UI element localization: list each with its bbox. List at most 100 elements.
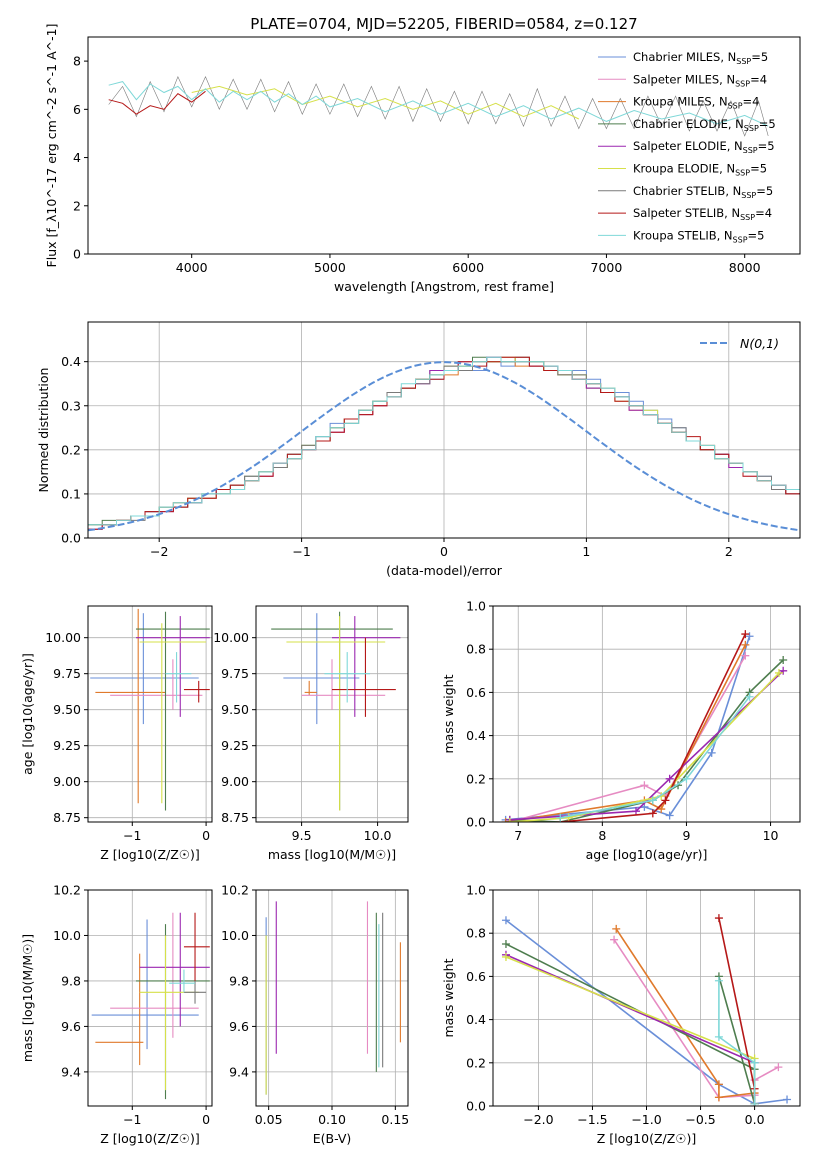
y-tick-label: 0.8 [466, 642, 486, 657]
data-point [714, 976, 723, 985]
legend-entry: Chabrier MILES, NSSP=5 [633, 50, 768, 66]
plot-area [88, 356, 800, 532]
y-tick-label: 0.2 [61, 442, 81, 457]
data-point [657, 805, 666, 814]
data-point [610, 935, 619, 944]
data-point [631, 807, 640, 816]
x-tick-label: 6000 [452, 260, 484, 275]
y-tick-label: 0.4 [61, 354, 81, 369]
panel-mass-vs-Z: −1 0 9.4 9.6 9.8 10.0 10.2 Z [log10(Z/Z☉)] mass … [20, 883, 213, 1146]
y-tick-label: 0.0 [466, 815, 486, 830]
data-point [661, 796, 670, 805]
x-axis-label: E(B-V) [313, 1131, 352, 1146]
data-point [741, 651, 750, 660]
data-point [648, 809, 657, 818]
panel-massweight-vs-age: 7 8 9 10 0.0 0.2 0.4 0.6 0.8 1.0 age [log10(age/yr… [441, 599, 801, 862]
x-tick-label: 4000 [176, 260, 208, 275]
data-point [750, 1058, 759, 1067]
panel-mass-vs-EBV: 0.05 0.10 0.15 9.4 9.6 9.8 10.0 10.2 E(B-V) [221, 883, 409, 1147]
data-point [665, 774, 674, 783]
x-tick-label: −1.5 [577, 1112, 607, 1127]
panel-residuals: −2 −1 0 1 2 0.0 0.1 0.2 0.3 0.4 (data-model)/error… [36, 321, 801, 578]
y-tick-label: 2 [73, 198, 81, 213]
x-axis-label: Z [log10(Z/Z☉)] [597, 1131, 697, 1146]
series-line [505, 635, 751, 821]
x-tick-label: 10 [763, 828, 779, 843]
series-line [560, 633, 747, 822]
histogram-step [88, 356, 800, 526]
data-point [501, 916, 510, 925]
data-point [774, 1063, 783, 1072]
x-tick-label: −2.0 [523, 1112, 553, 1127]
y-tick-label: 9.8 [229, 973, 249, 988]
axes-frame [255, 605, 409, 823]
x-axis-label: age [log10(age/yr)] [586, 847, 708, 862]
y-tick-label: 0.2 [466, 1055, 486, 1070]
y-tick-label: 4 [73, 150, 81, 165]
y-axis-label: mass weight [441, 958, 456, 1037]
x-tick-label: −2 [150, 544, 168, 559]
x-tick-label: 0 [440, 544, 448, 559]
data-point [750, 1099, 759, 1106]
data-point [501, 818, 510, 822]
x-tick-label: 9.5 [292, 828, 312, 843]
x-axis-label: mass [log10(M/M☉)] [268, 847, 396, 862]
x-tick-label: −0.5 [685, 1112, 715, 1127]
data-point [714, 1080, 723, 1089]
x-tick-label: 0.0 [745, 1112, 765, 1127]
x-axis-label: (data-model)/error [386, 563, 503, 578]
y-tick-label: 10.00 [45, 630, 81, 645]
x-tick-label: −1 [123, 1112, 141, 1127]
y-tick-label: 10.00 [213, 630, 249, 645]
y-tick-label: 9.50 [221, 702, 249, 717]
legend-entry: Kroupa STELIB, NSSP=5 [633, 228, 764, 244]
plot-area [271, 611, 401, 811]
normal-curve [88, 361, 800, 532]
x-tick-label: 7000 [591, 260, 623, 275]
axes-frame [492, 605, 801, 823]
plot-area [90, 608, 210, 811]
y-tick-label: 0.8 [466, 926, 486, 941]
data-point [779, 656, 788, 664]
data-point [783, 1095, 792, 1104]
y-tick-label: 9.75 [53, 666, 81, 681]
spectrum-line [108, 81, 769, 127]
data-point [714, 914, 723, 923]
series-line [509, 670, 784, 821]
y-tick-label: 8.75 [221, 810, 249, 825]
y-tick-label: 0.4 [466, 1012, 486, 1027]
y-tick-label: 0.0 [61, 531, 81, 546]
series-line [615, 928, 756, 1104]
legend-entry: Chabrier ELODIE, NSSP=5 [633, 117, 776, 133]
x-axis-label: Z [log10(Z/Z☉)] [100, 847, 200, 862]
data-point [505, 818, 514, 822]
series-line [560, 696, 751, 819]
data-point [741, 640, 750, 649]
data-point [564, 813, 573, 822]
y-tick-label: 8 [73, 54, 81, 69]
y-tick-label: 0.6 [466, 685, 486, 700]
spectrum-line [191, 85, 580, 120]
data-point [501, 952, 510, 961]
y-tick-label: 10.2 [221, 883, 249, 898]
figure-title: PLATE=0704, MJD=52205, FIBERID=0584, z=0… [250, 15, 637, 33]
panel-spectrum: 4000 5000 6000 7000 8000 0 2 4 6 8 wavelength [Ang… [44, 24, 801, 294]
x-tick-label: 0 [202, 828, 210, 843]
series-line [509, 659, 784, 822]
plot-area [91, 912, 210, 1100]
data-point [648, 796, 657, 805]
y-axis-label: mass weight [441, 674, 456, 753]
data-point [741, 630, 750, 639]
y-tick-label: 10.2 [53, 883, 81, 898]
x-tick-label: 10.0 [364, 828, 392, 843]
y-tick-label: 8.75 [53, 810, 81, 825]
legend-entry: Kroupa ELODIE, NSSP=5 [633, 162, 767, 178]
series-line [509, 672, 780, 822]
plot-area [501, 914, 792, 1106]
data-point [682, 774, 691, 783]
legend-entry: Salpeter MILES, NSSP=4 [633, 72, 767, 88]
y-tick-label: 9.4 [61, 1064, 81, 1079]
x-tick-label: −1 [123, 828, 141, 843]
y-tick-label: 0.2 [466, 771, 486, 786]
